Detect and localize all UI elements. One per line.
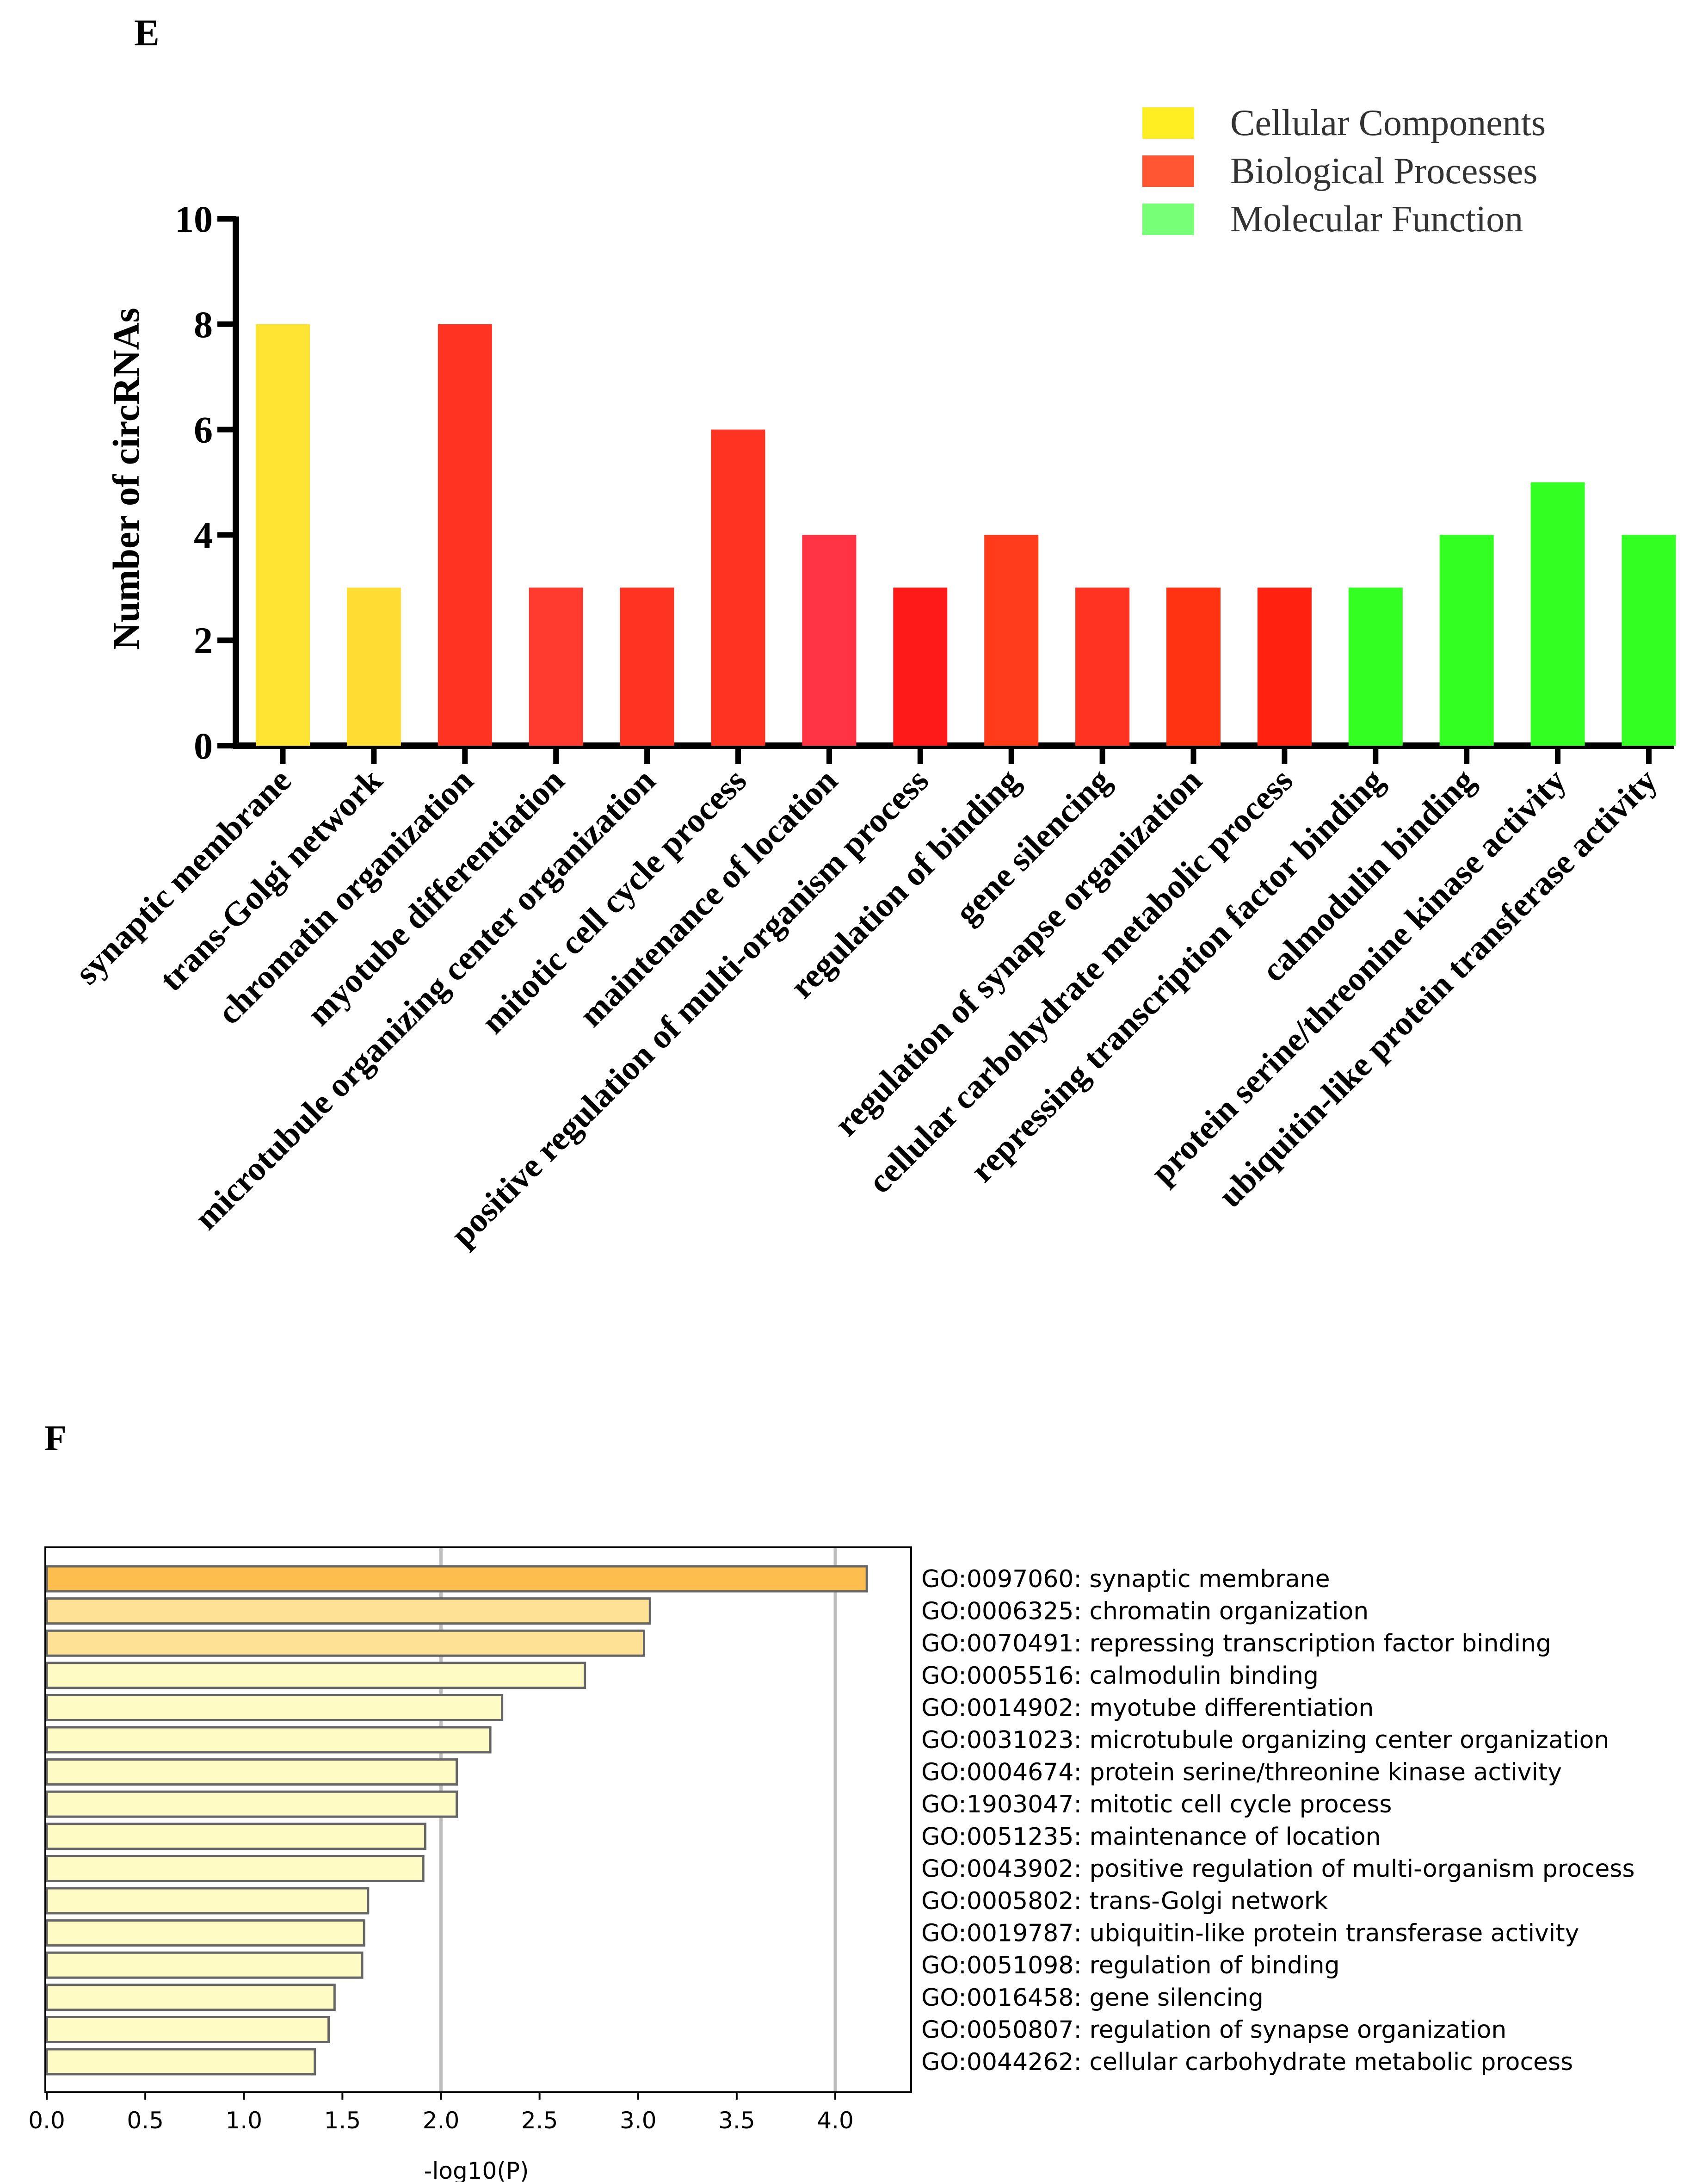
go-term-label: GO:0014902: myotube differentiation xyxy=(921,1694,1374,1722)
legend-label: Molecular Function xyxy=(1230,199,1523,240)
bar xyxy=(984,535,1039,746)
go-term-label: GO:0097060: synaptic membrane xyxy=(921,1565,1330,1593)
go-term-label: GO:0050807: regulation of synapse organi… xyxy=(921,2016,1506,2044)
x-tick-label: 0.5 xyxy=(127,2107,164,2134)
go-term-label: GO:0043902: positive regulation of multi… xyxy=(921,1855,1635,1883)
bar xyxy=(802,535,857,746)
bar xyxy=(45,1790,458,1818)
go-term-label: GO:0031023: microtubule organizing cente… xyxy=(921,1726,1609,1754)
bar xyxy=(45,2015,330,2043)
bar xyxy=(45,1984,336,2011)
bar xyxy=(45,1823,426,1850)
legend-swatch xyxy=(1142,155,1194,187)
bar xyxy=(45,2048,316,2076)
panel-f-plot: 0.0 0.5 1.0 1.5 2.0 2.5 3.0 3.5 4.0 xyxy=(28,1546,912,2134)
bar xyxy=(1622,535,1676,746)
legend: Cellular Components Biological Processes M… xyxy=(1142,103,1546,240)
legend-swatch xyxy=(1142,204,1194,235)
bar xyxy=(45,1662,586,1689)
x-tick-label: 3.5 xyxy=(718,2107,755,2134)
bar xyxy=(1439,535,1494,746)
bar xyxy=(529,587,583,746)
panel-e-bars xyxy=(256,324,1676,746)
panel-f-label: F xyxy=(44,1418,67,1458)
x-tick-label: cellular carbohydrate metabolic process xyxy=(861,761,1301,1201)
go-term-label: GO:0004674: protein serine/threonine kin… xyxy=(921,1759,1562,1786)
bar xyxy=(256,324,310,746)
bar xyxy=(1257,587,1312,746)
bar xyxy=(346,587,401,746)
y-tick-label: 6 xyxy=(194,409,213,451)
bar xyxy=(438,324,492,746)
x-tick-label: 0.0 xyxy=(28,2107,65,2134)
x-axis-label: -log10(P) xyxy=(424,2157,529,2182)
bar xyxy=(45,1597,651,1625)
bar xyxy=(45,1565,868,1593)
y-tick-label: 2 xyxy=(194,619,213,661)
x-tick-label: 1.5 xyxy=(324,2107,361,2134)
bar xyxy=(45,1726,492,1754)
panel-e-label: E xyxy=(134,12,160,54)
legend-swatch xyxy=(1142,107,1194,139)
go-term-label: GO:1903047: mitotic cell cycle process xyxy=(921,1791,1392,1818)
bar xyxy=(45,1629,646,1657)
bar xyxy=(620,587,674,746)
x-tick-label: 4.0 xyxy=(817,2107,854,2134)
y-tick-label: 4 xyxy=(194,514,213,556)
bar xyxy=(45,1854,425,1882)
legend-label: Biological Processes xyxy=(1230,151,1537,192)
bar xyxy=(1348,587,1403,746)
y-tick-label: 8 xyxy=(194,303,213,346)
go-term-label: GO:0016458: gene silencing xyxy=(921,1984,1264,2012)
x-tick-label: 3.0 xyxy=(620,2107,657,2134)
bar xyxy=(1530,482,1585,746)
go-term-label: GO:0005802: trans-Golgi network xyxy=(921,1887,1328,1915)
go-term-label: GO:0019787: ubiquitin-like protein trans… xyxy=(921,1920,1579,1947)
go-term-label: GO:0051235: maintenance of location xyxy=(921,1823,1381,1851)
x-tick-label: 2.5 xyxy=(521,2107,558,2134)
bar xyxy=(1166,587,1221,746)
bar xyxy=(711,429,765,746)
legend-label: Cellular Components xyxy=(1230,103,1546,143)
go-term-label: GO:0044262: cellular carbohydrate metabo… xyxy=(921,2048,1573,2076)
bar xyxy=(45,1887,370,1915)
x-tick-label: protein serine/threonine kinase activity xyxy=(1144,761,1574,1192)
x-tick-label: 2.0 xyxy=(423,2107,460,2134)
bar xyxy=(1075,587,1130,746)
go-term-label: GO:0006325: chromatin organization xyxy=(921,1598,1369,1626)
y-axis-label: Number of circRNAs xyxy=(105,308,147,649)
go-term-label: GO:0051098: regulation of binding xyxy=(921,1952,1340,1979)
bar xyxy=(45,1758,458,1786)
go-term-label: GO:0070491: repressing transcription fac… xyxy=(921,1630,1551,1657)
bar xyxy=(45,1694,504,1721)
x-tick-label: gene silencing xyxy=(948,761,1118,932)
go-term-label: GO:0005516: calmodulin binding xyxy=(921,1662,1319,1690)
bar xyxy=(45,1919,365,1947)
bar xyxy=(893,587,948,746)
bar xyxy=(45,1951,364,1979)
y-tick-label: 0 xyxy=(194,725,213,767)
y-tick-label: 10 xyxy=(175,198,213,240)
plot-frame xyxy=(44,1546,912,2093)
x-tick-label: 1.0 xyxy=(225,2107,262,2134)
go-term-labels: GO:0097060: synaptic membrane GO:0006325:… xyxy=(921,1565,1635,2076)
